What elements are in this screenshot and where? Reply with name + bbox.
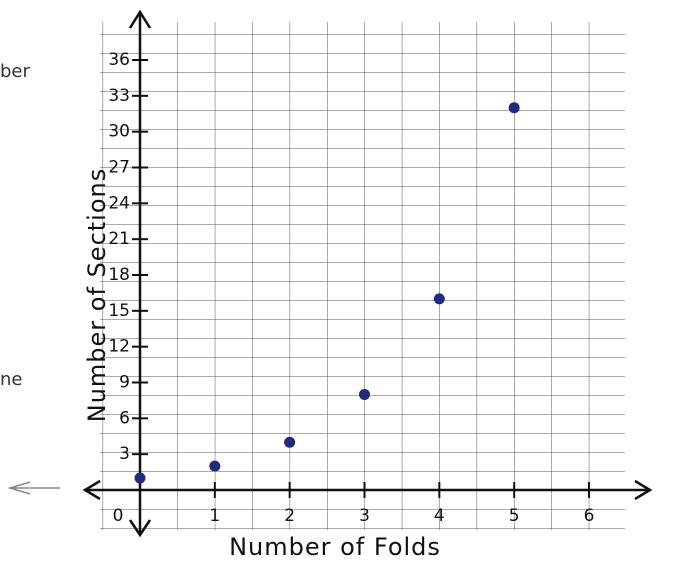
chart: Number of Folds Number of Sections ber n…	[0, 0, 697, 565]
point	[434, 293, 445, 304]
annotation: ne	[0, 369, 22, 390]
y-tick-label: 21	[108, 229, 130, 249]
y-tick-label: 15	[108, 301, 130, 321]
y-axis-label: Number of Sections	[83, 168, 111, 422]
point	[135, 473, 146, 484]
y-tick-label: 12	[108, 337, 130, 357]
x-tick-label: 3	[359, 506, 370, 526]
point	[284, 437, 295, 448]
x-tick-label: 0	[113, 506, 124, 526]
y-tick-label: 6	[119, 408, 130, 428]
point	[509, 102, 520, 113]
graph-paper	[100, 22, 625, 530]
side-arrow	[10, 482, 60, 494]
x-tick-label: 1	[209, 506, 220, 526]
x-tick-label: 4	[434, 506, 445, 526]
y-tick-label: 33	[108, 86, 130, 106]
y-tick-label: 3	[119, 444, 130, 464]
y-tick-label: 24	[108, 193, 130, 213]
point	[359, 389, 370, 400]
y-tick-label: 9	[119, 373, 130, 393]
y-tick-label: 30	[108, 122, 130, 142]
x-axis-label: Number of Folds	[229, 533, 441, 561]
x-tick-label: 2	[284, 506, 295, 526]
y-tick-label: 18	[108, 265, 130, 285]
point	[209, 461, 220, 472]
y-tick-label: 36	[108, 50, 130, 70]
annotation: ber	[0, 61, 31, 82]
x-tick-label: 6	[584, 506, 595, 526]
y-tick-label: 27	[108, 158, 130, 178]
x-tick-label: 5	[509, 506, 520, 526]
